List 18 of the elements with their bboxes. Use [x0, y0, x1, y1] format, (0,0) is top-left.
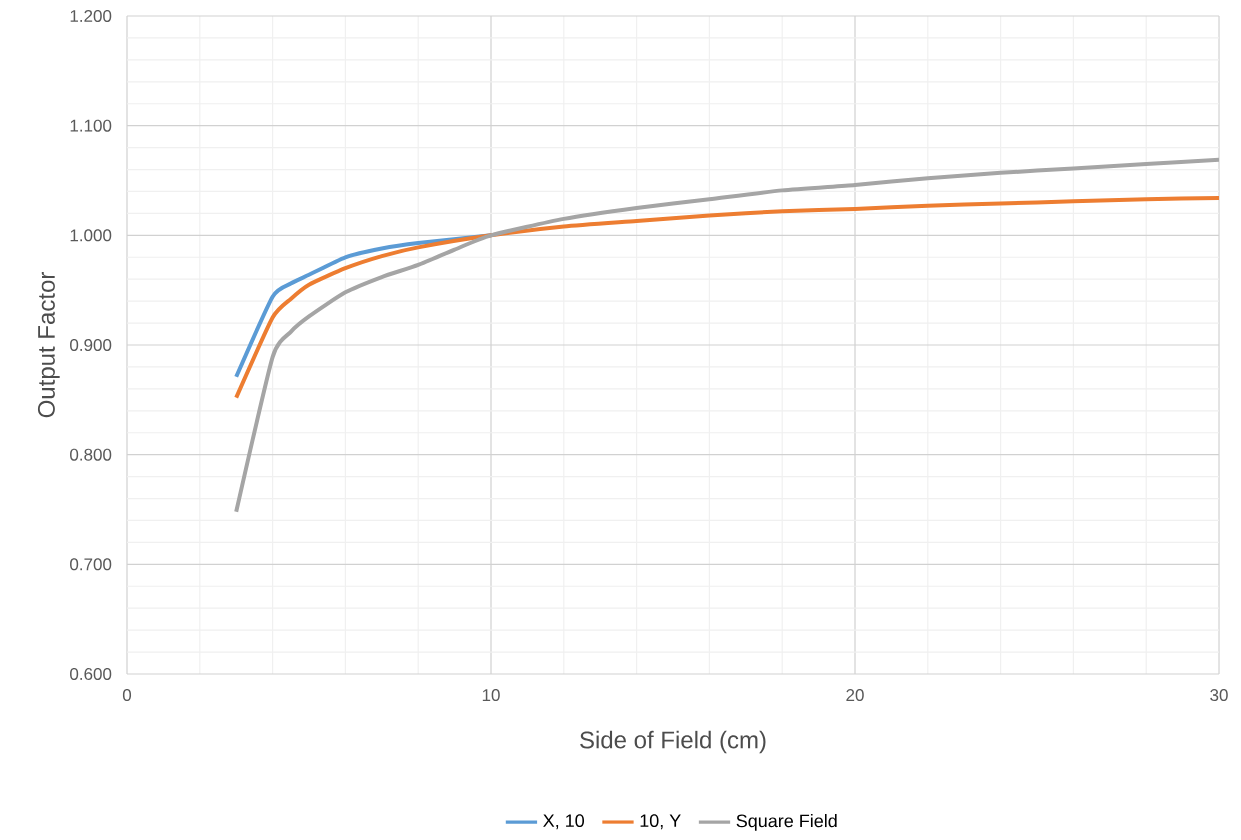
legend-label: X, 10: [543, 814, 585, 830]
y-tick-label: 0.900: [70, 338, 112, 352]
y-tick-label: 1.000: [70, 229, 112, 242]
y-tick-label: 1.100: [70, 119, 112, 132]
y-tick-label: 1.200: [70, 9, 112, 23]
line-series: [234, 196, 1220, 400]
legend-label: 10, Y: [640, 814, 681, 830]
x-tick-label: 0: [122, 689, 132, 702]
x-tick-label: 20: [846, 689, 864, 702]
y-axis-title: Output Factor: [37, 272, 60, 418]
x-axis-title: Side of Field (cm): [580, 730, 766, 754]
x-tick-label: 30: [1210, 689, 1228, 702]
line-series: [234, 157, 1220, 514]
y-tick-label: 0.800: [70, 448, 112, 461]
legend-label: Square Field: [736, 814, 837, 831]
x-tick-label: 10: [482, 689, 500, 702]
y-tick-label: 0.600: [70, 667, 112, 681]
y-tick-label: 0.700: [70, 558, 112, 571]
